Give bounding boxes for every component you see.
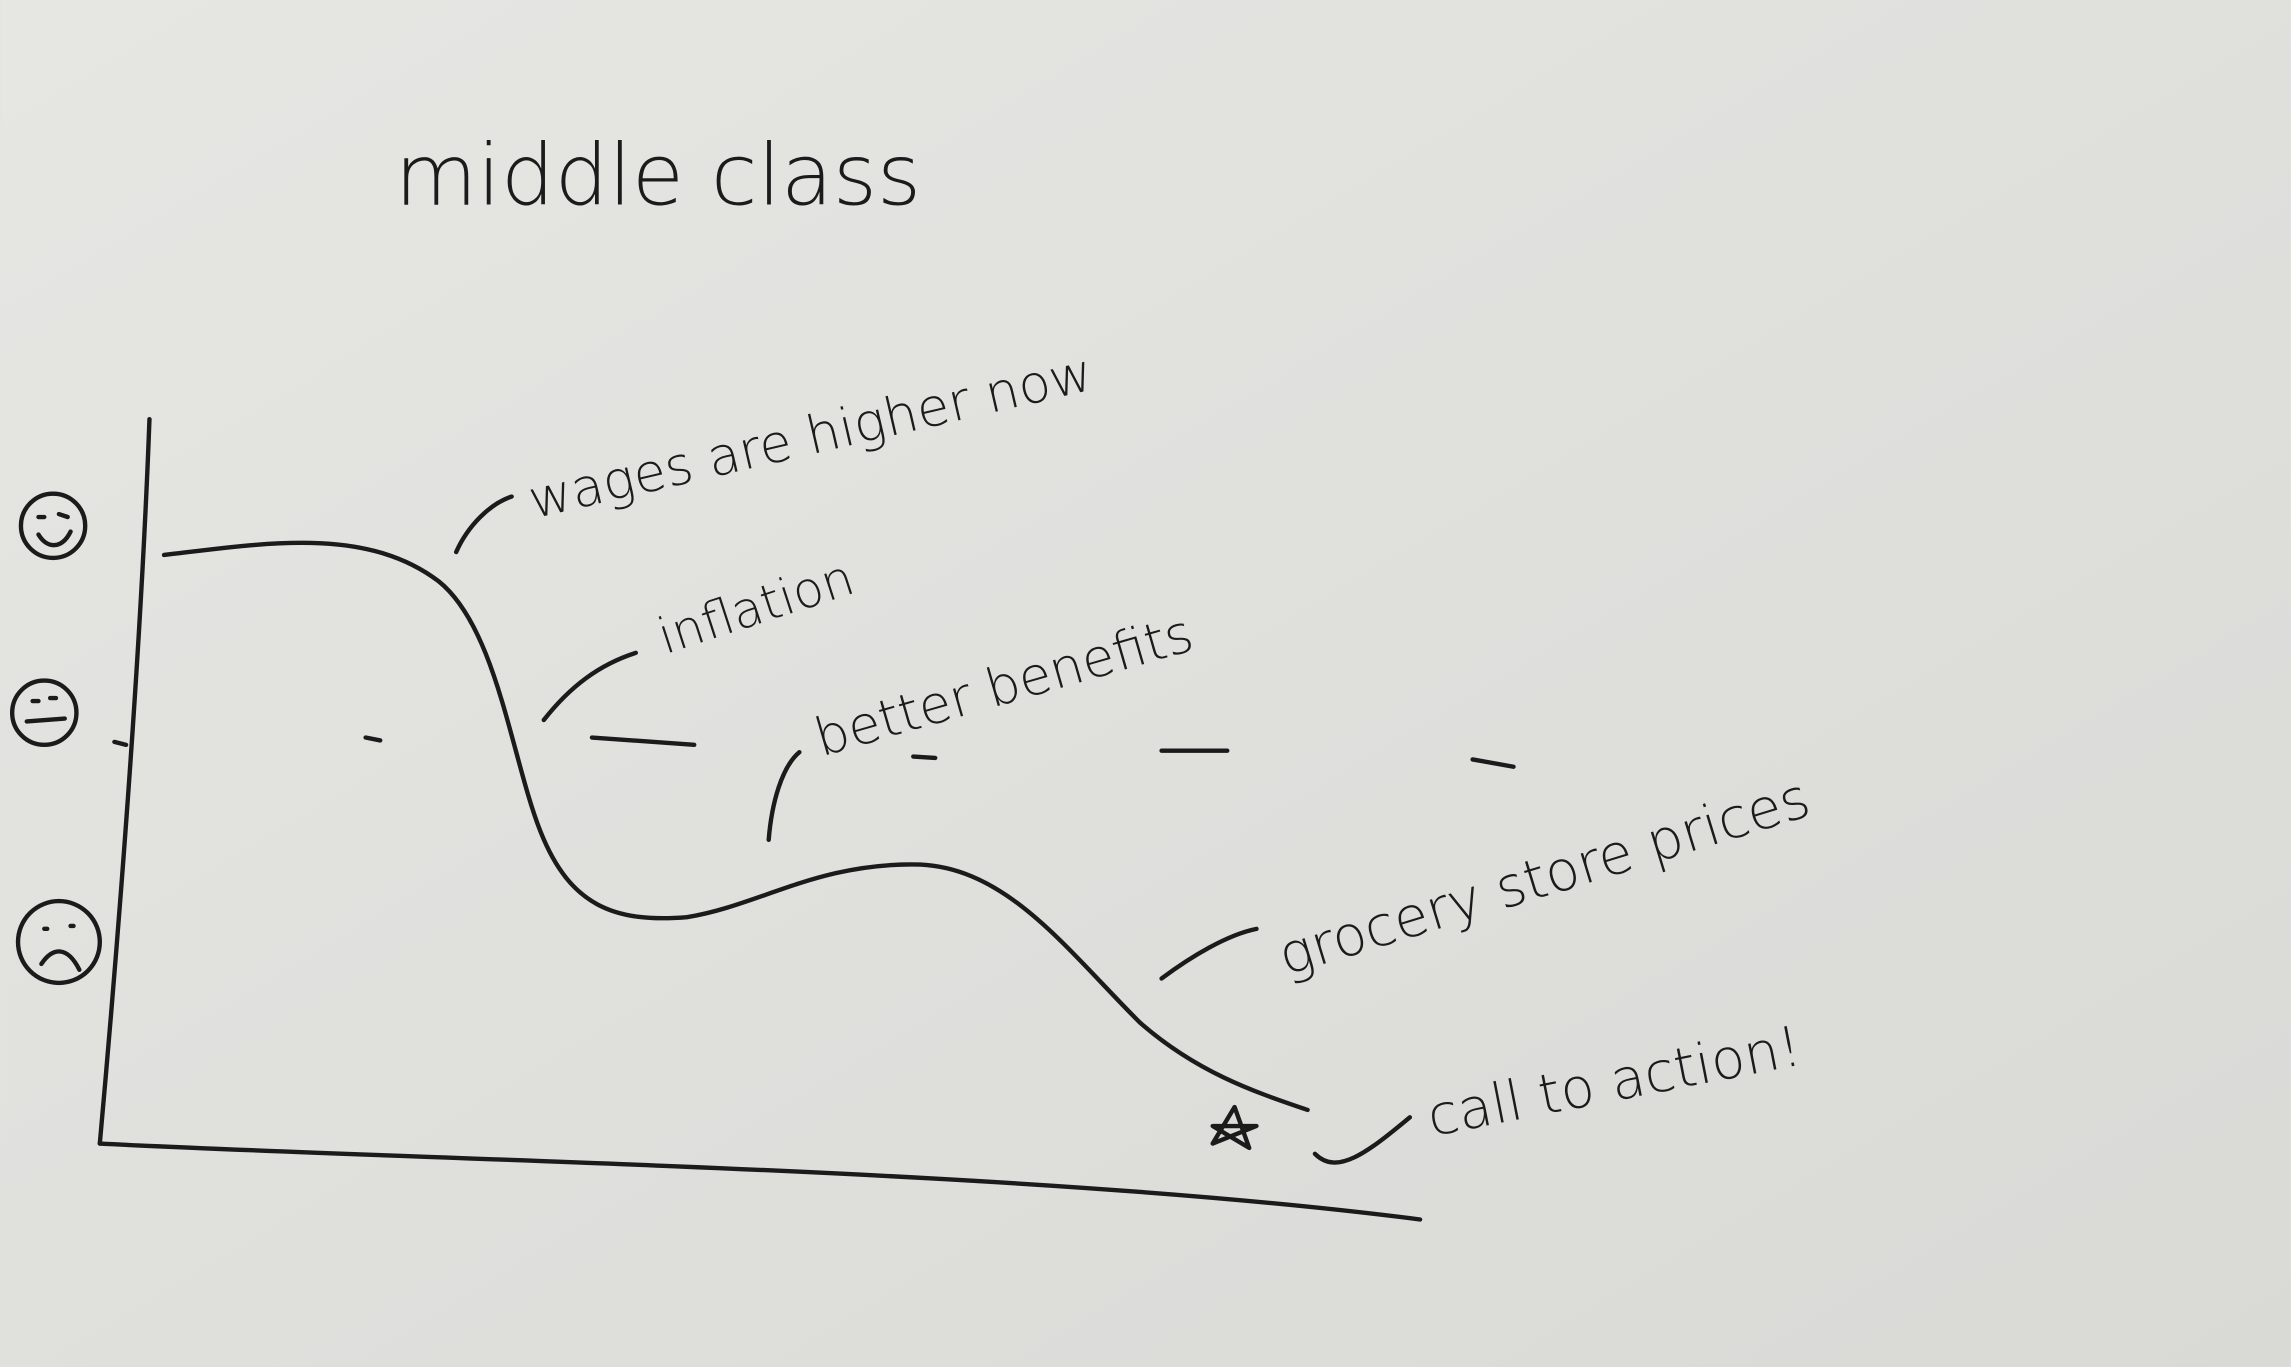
y-axis [97, 416, 152, 1146]
title: middle class [395, 125, 921, 224]
dashes [112, 735, 1516, 769]
sad-face [15, 898, 102, 986]
neutral-face [9, 678, 79, 748]
leader-lines [453, 494, 1413, 1165]
trend-curve [161, 540, 1310, 1113]
happy-face [18, 491, 88, 561]
x-axis [97, 1141, 1423, 1222]
